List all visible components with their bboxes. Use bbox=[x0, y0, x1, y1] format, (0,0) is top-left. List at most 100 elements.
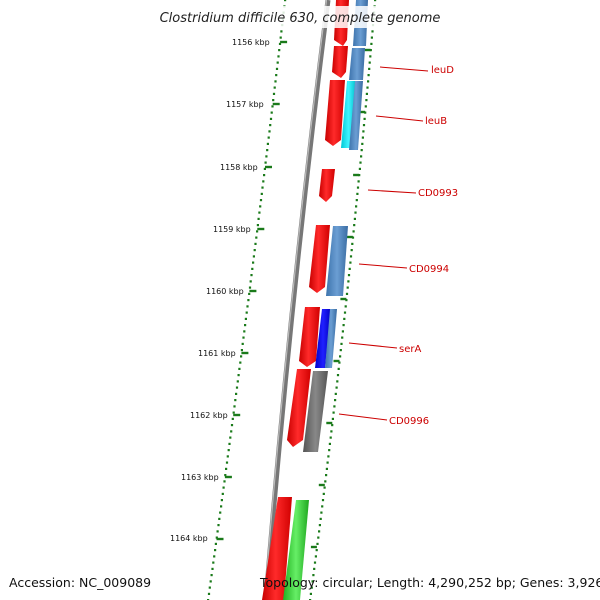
scale-dot bbox=[265, 155, 268, 158]
scale-dot bbox=[334, 392, 337, 395]
scale-dot bbox=[236, 380, 239, 383]
cds-feature[interactable] bbox=[325, 80, 345, 146]
scale-dot bbox=[266, 149, 269, 152]
scale-dot bbox=[322, 492, 325, 495]
scale-dot bbox=[280, 30, 283, 33]
scale-dot bbox=[223, 480, 226, 483]
kbp-label: 1156 kbp bbox=[232, 38, 270, 47]
gene-label-CD0996[interactable]: CD0996 bbox=[389, 416, 429, 427]
gene-label-leuB[interactable]: leuB bbox=[425, 116, 447, 127]
gene-label-CD0993[interactable]: CD0993 bbox=[418, 188, 458, 199]
scale-dot bbox=[241, 342, 244, 345]
scale-dot bbox=[365, 99, 368, 102]
scale-dot bbox=[248, 292, 251, 295]
scale-dot bbox=[252, 255, 255, 258]
scale-dot bbox=[367, 80, 370, 83]
scale-dot bbox=[343, 311, 347, 314]
gene-label-leuD[interactable]: leuD bbox=[431, 65, 454, 76]
scale-major-tick bbox=[224, 475, 232, 479]
scale-dot bbox=[329, 436, 332, 439]
cog-feature[interactable] bbox=[315, 309, 331, 368]
scale-dot bbox=[242, 336, 245, 339]
scale-major-tick bbox=[216, 537, 224, 541]
scale-major-tick bbox=[241, 351, 249, 355]
cds-feature[interactable] bbox=[262, 497, 292, 600]
scale-dot bbox=[353, 224, 356, 227]
scale-dot bbox=[359, 161, 362, 164]
scale-dot bbox=[238, 367, 241, 370]
scale-major-tick bbox=[318, 483, 325, 487]
scale-dot bbox=[230, 430, 233, 433]
kbp-label: 1162 kbp bbox=[190, 411, 228, 420]
cog-feature[interactable] bbox=[326, 226, 348, 296]
scale-dot bbox=[339, 349, 342, 352]
scale-dot bbox=[328, 449, 331, 452]
scale-dot bbox=[370, 42, 373, 45]
scale-dot bbox=[313, 561, 317, 564]
scale-dot bbox=[362, 130, 365, 133]
scale-dot bbox=[311, 580, 314, 583]
scale-dot bbox=[349, 261, 352, 264]
scale-dot bbox=[328, 442, 331, 445]
scale-dot bbox=[207, 592, 211, 595]
scale-dot bbox=[370, 36, 373, 39]
kbp-label: 1159 kbp bbox=[213, 225, 251, 234]
scale-dot bbox=[233, 405, 236, 408]
scale-dot bbox=[347, 274, 351, 277]
cog-feature[interactable] bbox=[303, 371, 328, 452]
cds-feature[interactable] bbox=[319, 169, 335, 202]
scale-dot bbox=[353, 217, 356, 220]
scale-dot bbox=[274, 80, 277, 83]
scale-dot bbox=[253, 249, 256, 252]
scale-dot bbox=[341, 330, 344, 333]
scale-dot bbox=[235, 386, 239, 389]
scale-dot bbox=[352, 230, 355, 233]
scale-dot bbox=[309, 592, 312, 595]
scale-dot bbox=[263, 167, 266, 170]
kbp-scale-labels: 1156 kbp 1157 kbp 1158 kbp 1159 kbp 1160… bbox=[170, 38, 270, 543]
scale-dot bbox=[360, 155, 363, 158]
scale-dot bbox=[360, 149, 363, 152]
cds-feature[interactable] bbox=[299, 307, 320, 367]
cds-feature[interactable] bbox=[332, 46, 348, 78]
scale-dot bbox=[246, 305, 249, 308]
outer-scale-ticks bbox=[309, 0, 377, 600]
map-title: Clostridium difficile 630, complete geno… bbox=[160, 11, 441, 26]
kbp-label: 1158 kbp bbox=[220, 163, 258, 172]
scale-dot bbox=[275, 74, 278, 77]
scale-dot bbox=[244, 317, 247, 320]
cds-feature[interactable] bbox=[309, 225, 330, 293]
scale-dot bbox=[368, 67, 371, 70]
scale-dot bbox=[348, 267, 351, 270]
scale-major-tick bbox=[310, 545, 317, 549]
scale-dot bbox=[243, 330, 246, 333]
scale-dot bbox=[227, 449, 230, 452]
scale-dot bbox=[214, 549, 217, 552]
scale-dot bbox=[226, 455, 229, 458]
cog-feature[interactable] bbox=[349, 81, 363, 150]
scale-dot bbox=[332, 411, 335, 414]
scale-dot bbox=[270, 111, 273, 114]
scale-dot bbox=[237, 374, 240, 377]
scale-dot bbox=[343, 317, 346, 320]
scale-dot bbox=[213, 555, 216, 558]
scale-dot bbox=[212, 561, 215, 564]
scale-dot bbox=[228, 442, 231, 445]
scale-dot bbox=[361, 136, 364, 139]
cog-feature[interactable] bbox=[283, 500, 309, 600]
scale-dot bbox=[333, 405, 336, 408]
scale-dot bbox=[273, 86, 276, 89]
scale-major-tick bbox=[364, 48, 371, 52]
scale-dot bbox=[325, 467, 328, 470]
cds-feature[interactable] bbox=[287, 369, 311, 447]
accession-text: Accession: NC_009089 bbox=[9, 575, 152, 590]
scale-dot bbox=[324, 480, 327, 483]
scale-dot bbox=[345, 292, 349, 295]
scale-dot bbox=[351, 242, 354, 245]
cog-feature[interactable] bbox=[325, 309, 337, 368]
scale-dot bbox=[374, 0, 377, 2]
gene-label-CD0994[interactable]: CD0994 bbox=[409, 264, 449, 275]
cog-feature[interactable] bbox=[349, 48, 365, 80]
gene-label-serA[interactable]: serA bbox=[399, 344, 421, 355]
scale-major-tick bbox=[280, 40, 288, 44]
